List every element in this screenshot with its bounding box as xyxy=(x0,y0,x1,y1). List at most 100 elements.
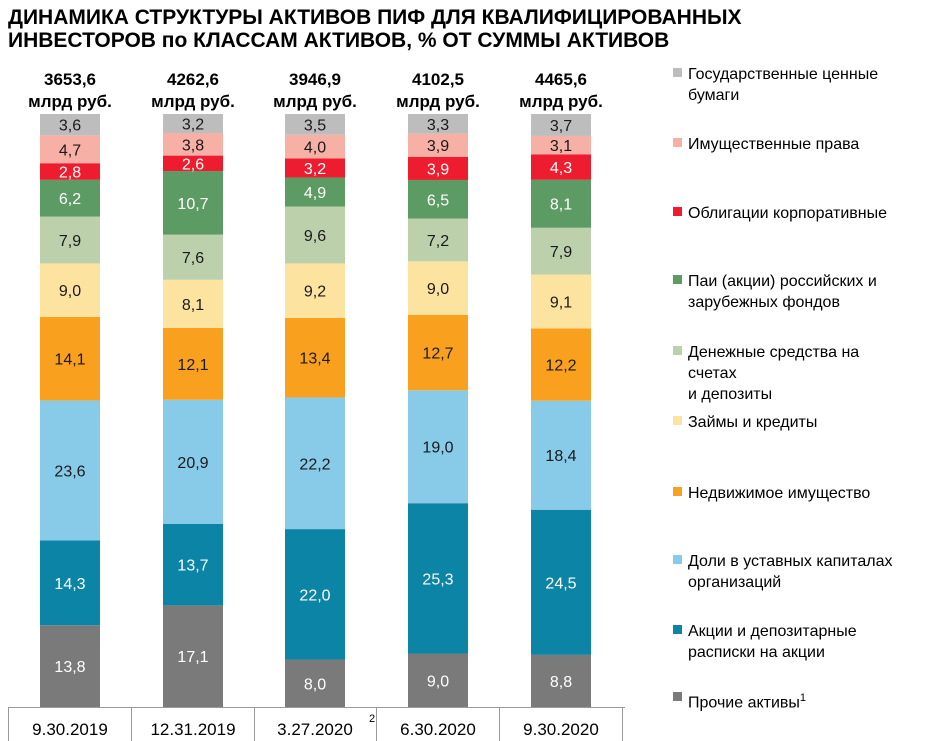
bar-segment xyxy=(531,509,591,655)
bar-segment xyxy=(40,625,100,707)
bar-segment xyxy=(40,400,100,541)
bar-segment xyxy=(531,328,591,401)
data-label: 9,0 xyxy=(427,281,449,298)
x-tick-label: 12.31.2019 xyxy=(150,720,235,739)
bar-total-label: млрд руб. xyxy=(273,92,357,111)
chart-title: ДИНАМИКА СТРУКТУРЫ АКТИВОВ ПИФ ДЛЯ КВАЛИ… xyxy=(8,6,808,52)
data-label: 6,5 xyxy=(427,192,449,209)
bar-segment xyxy=(163,171,223,235)
data-label: 3,9 xyxy=(427,161,449,178)
bar-segment xyxy=(163,155,223,172)
bar-segment xyxy=(163,605,223,707)
bar-segment xyxy=(40,216,100,264)
legend-label: Имущественные права xyxy=(688,136,860,153)
bar-segment xyxy=(408,503,468,654)
bar-segment xyxy=(531,400,591,510)
data-label: 22,0 xyxy=(299,587,330,604)
legend-swatch xyxy=(673,275,682,284)
data-label: 12,2 xyxy=(545,358,576,375)
data-label: 17,1 xyxy=(177,649,208,666)
data-label: 13,4 xyxy=(299,351,330,368)
data-label: 3,3 xyxy=(427,117,449,134)
bar-total-label: 3653,6 xyxy=(44,70,96,89)
bar-segment xyxy=(408,114,468,134)
bar-segment xyxy=(285,114,345,135)
bar-segment xyxy=(408,179,468,219)
legend-label: Прочие активы1 xyxy=(688,692,807,712)
legend-item: Прочие активы1 xyxy=(673,688,806,713)
bar-segment xyxy=(285,134,345,159)
legend-label: Акции и депозитарные расписки на акции xyxy=(688,623,857,661)
data-label: 7,2 xyxy=(427,233,449,250)
bar-total-label: млрд руб. xyxy=(396,92,480,111)
bar-segment xyxy=(40,540,100,626)
data-label: 3,7 xyxy=(550,118,572,135)
data-label: 20,9 xyxy=(177,455,208,472)
bar-total-label: 4262,6 xyxy=(167,70,219,89)
data-label: 13,8 xyxy=(54,659,85,676)
bar-segment xyxy=(285,317,345,398)
bar-segment xyxy=(531,114,591,136)
data-label: 4,0 xyxy=(304,140,326,157)
legend-label: Паи (акции) российских и зарубежных фонд… xyxy=(688,273,877,311)
bar-segment xyxy=(531,179,591,228)
data-label: 14,1 xyxy=(54,352,85,369)
bar-segment xyxy=(408,261,468,315)
bar-segment xyxy=(163,114,223,134)
bar-segment xyxy=(40,263,100,317)
bar-segment xyxy=(163,133,223,156)
bar-segment xyxy=(163,279,223,328)
data-label: 9,1 xyxy=(550,294,572,311)
legend-item: Государственные ценные бумаги xyxy=(673,64,878,106)
data-label: 9,0 xyxy=(59,283,81,300)
data-label: 23,6 xyxy=(54,463,85,480)
bar-segment xyxy=(531,227,591,275)
data-label: 3,2 xyxy=(304,161,326,178)
data-label: 10,7 xyxy=(177,196,208,213)
bar-segment xyxy=(408,218,468,262)
bar-segment xyxy=(285,263,345,318)
legend-item: Имущественные права xyxy=(673,134,859,155)
data-label: 3,2 xyxy=(182,117,204,134)
bar-total-label: 4102,5 xyxy=(412,70,464,89)
bar-segment xyxy=(285,529,345,660)
legend-item: Денежные средства на счетах и депозиты xyxy=(673,342,859,405)
bar-segment xyxy=(408,133,468,157)
data-label: 24,5 xyxy=(545,575,576,592)
bar-segment xyxy=(40,114,100,136)
legend-label: Денежные средства на счетах и депозиты xyxy=(688,344,860,403)
data-label: 6,2 xyxy=(59,191,81,208)
legend-swatch xyxy=(673,416,682,425)
data-label: 4,3 xyxy=(550,160,572,177)
x-tick-label: 9.30.2019 xyxy=(32,720,108,739)
data-label: 8,1 xyxy=(550,197,572,214)
legend-swatch xyxy=(673,692,682,701)
bar-segment xyxy=(40,135,100,164)
bar-segment xyxy=(285,158,345,178)
data-label: 7,9 xyxy=(59,233,81,250)
data-label: 8,1 xyxy=(182,297,204,314)
data-label: 9,0 xyxy=(427,673,449,690)
data-label: 9,2 xyxy=(304,284,326,301)
bar-segment xyxy=(163,327,223,400)
bar-segment xyxy=(163,523,223,606)
x-tick-label: 6.30.2020 xyxy=(400,720,476,739)
legend-item: Доли в уставных капиталах организаций xyxy=(673,551,893,593)
data-label: 3,6 xyxy=(59,118,81,135)
bar-segment xyxy=(163,234,223,280)
bar-segment xyxy=(531,154,591,180)
x-tick-footnote: 2 xyxy=(369,713,375,725)
data-label: 4,7 xyxy=(59,142,81,159)
chart-title-line-2: ИНВЕСТОРОВ по КЛАССАМ АКТИВОВ, % ОТ СУММ… xyxy=(8,29,670,52)
x-tick-label: 3.27.2020 xyxy=(277,720,353,739)
bar-segment xyxy=(40,179,100,217)
legend-item: Облигации корпоративные xyxy=(673,203,887,224)
data-label: 8,8 xyxy=(550,674,572,691)
data-label: 12,1 xyxy=(177,357,208,374)
bar-segment xyxy=(408,390,468,504)
legend-swatch xyxy=(673,625,682,634)
bar-total-label: млрд руб. xyxy=(519,92,603,111)
legend-label: Недвижимое имущество xyxy=(688,485,871,502)
data-label: 3,9 xyxy=(427,138,449,155)
legend-swatch xyxy=(673,207,682,216)
